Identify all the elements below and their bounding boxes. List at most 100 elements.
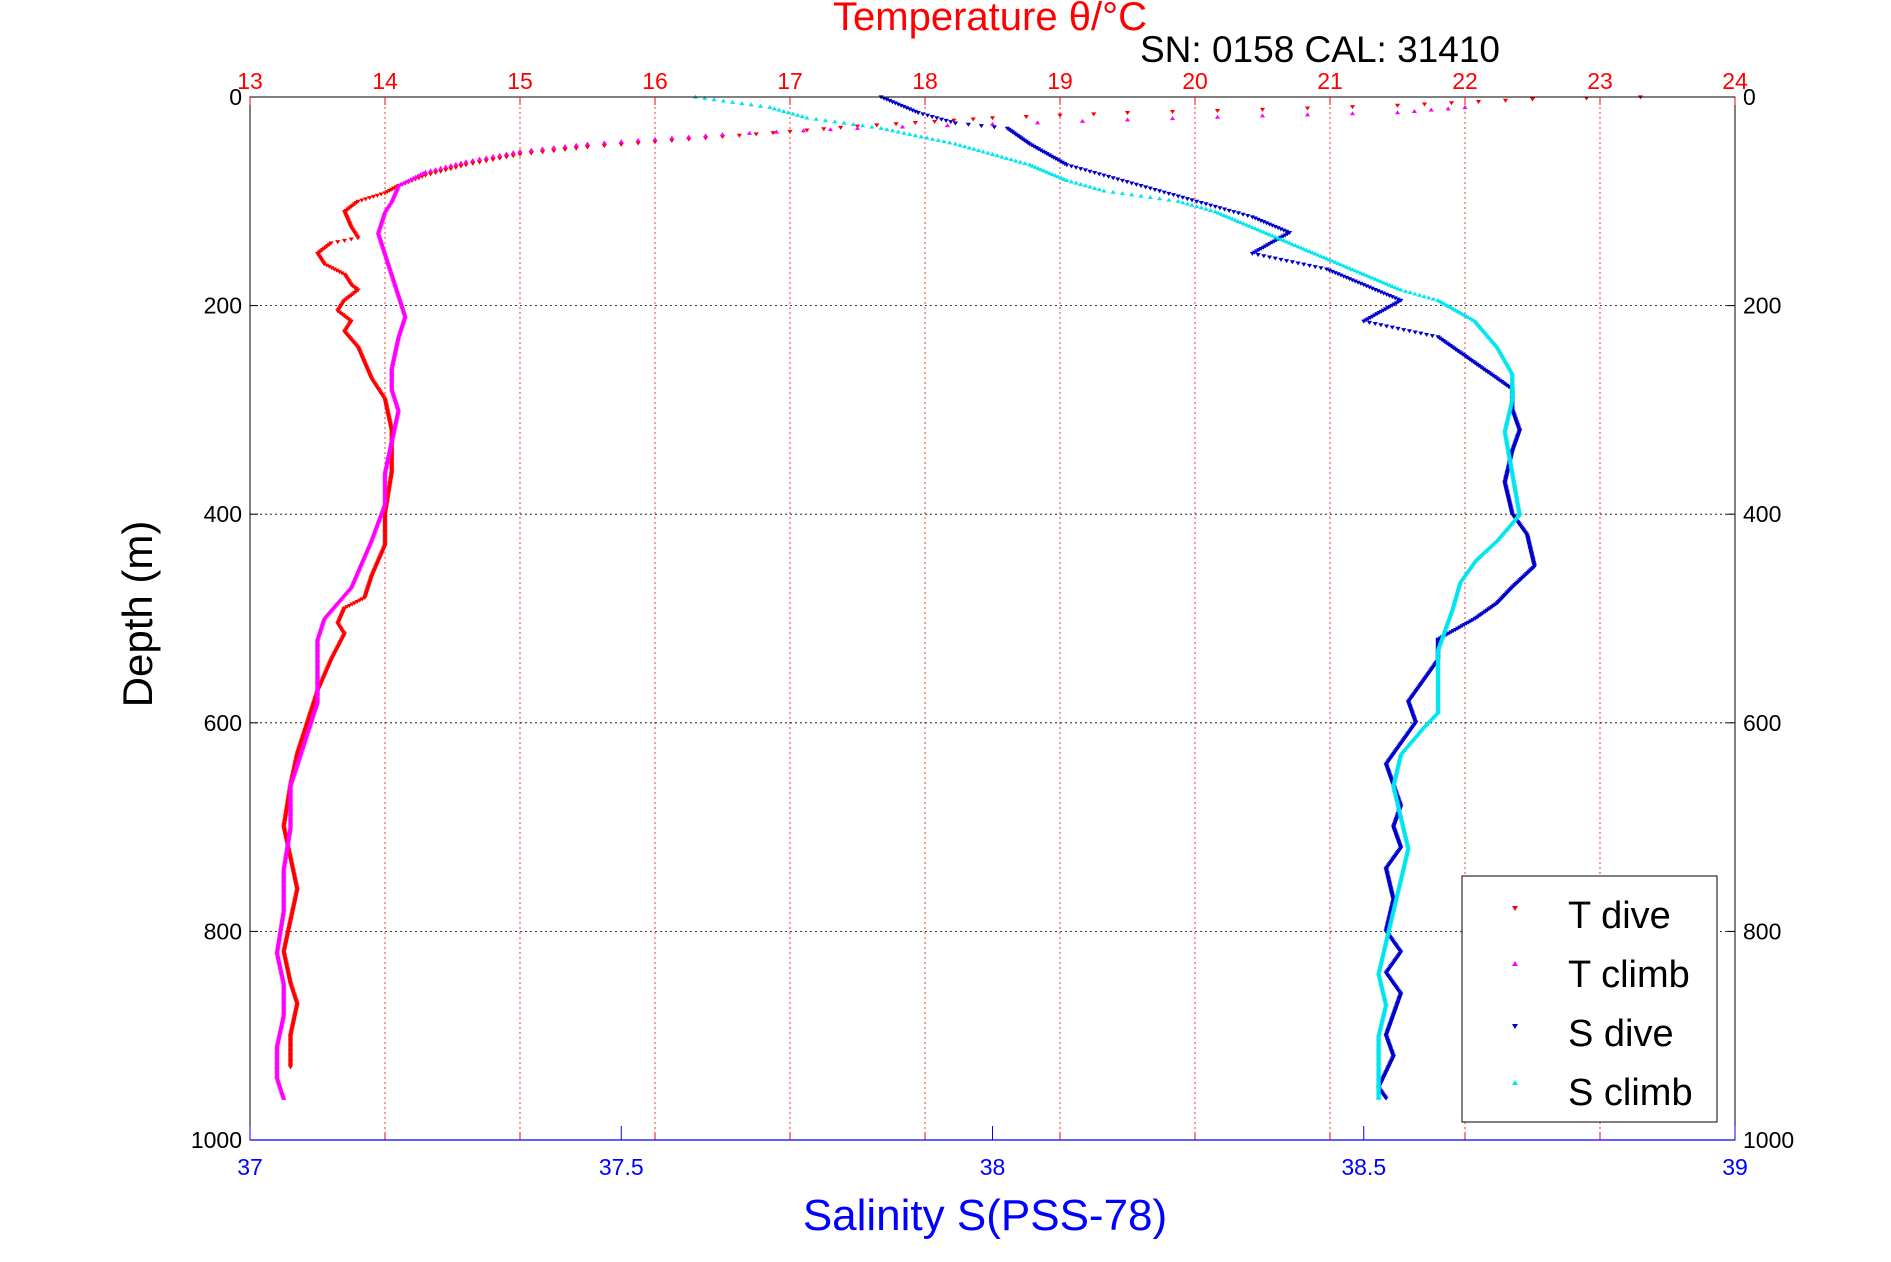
data-point: [1398, 298, 1404, 303]
data-point: [1256, 248, 1262, 253]
data-point: [1369, 275, 1375, 280]
data-point: [1475, 99, 1482, 104]
data-point: [1318, 266, 1324, 271]
data-point: [483, 159, 489, 164]
depth-tick-label-right: 200: [1743, 293, 1781, 319]
data-point: [1363, 318, 1369, 323]
data-point: [1035, 166, 1041, 171]
data-point: [971, 146, 977, 151]
data-point: [1395, 297, 1401, 302]
data-point: [944, 123, 951, 128]
data-point: [1212, 204, 1218, 209]
data-point: [470, 161, 476, 166]
data-point: [1352, 268, 1358, 273]
data-point: [321, 262, 327, 267]
data-point: [1361, 283, 1367, 288]
data-point: [1324, 256, 1330, 261]
data-point: [1375, 289, 1381, 294]
data-point: [1378, 279, 1384, 284]
data-point: [1041, 168, 1047, 173]
data-point: [420, 170, 426, 175]
sn-cal-label: SN: 0158 CAL: 31410: [1140, 29, 1500, 70]
data-point: [1027, 142, 1033, 147]
data-point: [1189, 202, 1195, 207]
data-point: [1304, 106, 1311, 111]
data-point: [551, 145, 557, 150]
temperature-tick-label: 15: [507, 68, 533, 94]
data-point: [1315, 252, 1321, 257]
data-point: [453, 165, 459, 170]
data-point: [1091, 185, 1098, 190]
data-point: [1423, 332, 1430, 337]
data-point: [384, 190, 390, 195]
data-point: [1101, 173, 1107, 178]
data-point: [448, 167, 454, 172]
data-point: [448, 163, 454, 168]
data-point: [573, 142, 579, 147]
data-point: [767, 105, 773, 110]
data-point: [1396, 300, 1402, 305]
data-point: [1033, 146, 1039, 151]
data-point: [1364, 284, 1370, 289]
data-point: [1468, 619, 1474, 624]
data-point: [1212, 209, 1218, 214]
data-point: [1529, 97, 1536, 102]
data-point: [1312, 265, 1318, 270]
data-point: [1051, 155, 1057, 160]
data-point: [1366, 320, 1373, 325]
data-point: [804, 128, 810, 133]
data-point: [1262, 244, 1269, 249]
data-point: [438, 165, 444, 170]
data-point: [1358, 281, 1364, 286]
data-point: [1355, 269, 1361, 274]
data-point: [497, 152, 503, 157]
data-point: [1269, 240, 1275, 245]
data-point: [1175, 194, 1181, 199]
data-point: [1040, 149, 1046, 154]
data-point: [1087, 184, 1093, 189]
data-point: [799, 114, 805, 119]
data-point: [1057, 159, 1063, 164]
data-point: [1329, 269, 1335, 274]
data-point: [1366, 274, 1373, 279]
data-point: [1389, 325, 1395, 330]
data-point: [957, 142, 963, 147]
data-point: [352, 601, 358, 606]
data-point: [510, 150, 516, 155]
data-point: [1252, 216, 1258, 221]
data-point: [787, 129, 793, 134]
data-point: [517, 152, 523, 157]
data-point: [934, 116, 940, 121]
data-point: [884, 127, 890, 132]
data-point: [1278, 257, 1284, 262]
data-point: [1215, 210, 1221, 215]
data-point: [517, 148, 523, 153]
data-point: [1061, 176, 1067, 181]
data-point: [1332, 259, 1338, 264]
data-point: [1372, 287, 1378, 292]
data-point: [359, 597, 365, 602]
data-point: [1189, 198, 1195, 203]
data-point: [1349, 278, 1355, 283]
data-point: [711, 97, 717, 102]
data-point: [924, 113, 931, 118]
data-point: [904, 106, 910, 111]
data-point: [1389, 295, 1395, 300]
data-point: [1143, 185, 1149, 190]
data-point: [1301, 246, 1307, 251]
data-point: [349, 602, 355, 607]
data-point: [1301, 262, 1307, 267]
data-point: [1312, 251, 1318, 256]
data-point: [1275, 226, 1281, 231]
data-point: [510, 154, 516, 159]
data-point: [790, 111, 796, 116]
data-point: [1101, 188, 1107, 193]
data-point: [1463, 621, 1469, 626]
data-point: [975, 148, 982, 153]
data-point: [952, 121, 958, 126]
data-point: [1375, 277, 1381, 282]
data-point: [686, 134, 692, 139]
data-point: [1166, 191, 1172, 196]
data-point: [490, 154, 496, 159]
